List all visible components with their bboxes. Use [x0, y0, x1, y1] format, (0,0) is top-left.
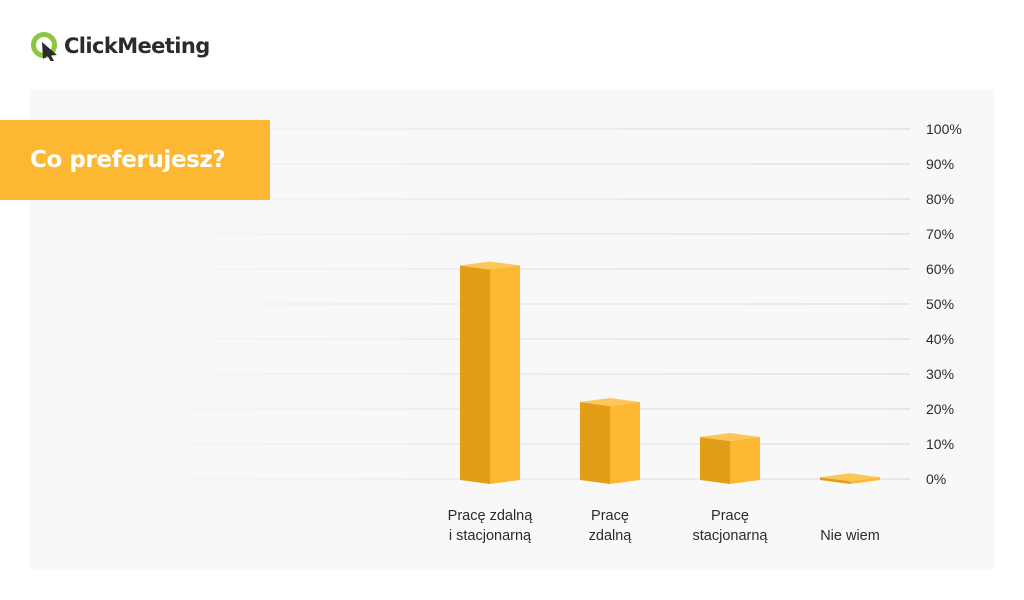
chart-title: Co preferujesz? — [30, 147, 226, 173]
bar — [850, 477, 880, 484]
y-tick-label: 40% — [926, 331, 954, 347]
x-tick-label: Pracę zdalną — [589, 508, 633, 544]
clickmeeting-logo[interactable]: ClickMeeting — [30, 30, 210, 62]
x-tick-label: Pracę stacjonarną — [693, 508, 769, 544]
bar-top — [820, 473, 880, 482]
x-tick-label: Pracę zdalną i stacjonarną — [448, 508, 534, 544]
gridline — [95, 233, 910, 235]
y-tick-label: 30% — [926, 366, 954, 382]
bar — [460, 265, 490, 484]
gridline — [95, 128, 910, 130]
clickmeeting-logo-icon — [31, 32, 57, 61]
y-tick-label: 100% — [926, 121, 962, 137]
y-tick-label: 60% — [926, 261, 954, 277]
bar-top — [580, 398, 640, 406]
bar — [580, 402, 610, 484]
y-tick-label: 20% — [926, 401, 954, 417]
y-tick-label: 90% — [926, 156, 954, 172]
title-banner: Co preferujesz? — [0, 120, 270, 200]
y-tick-label: 50% — [926, 296, 954, 312]
y-tick-label: 80% — [926, 191, 954, 207]
y-tick-label: 70% — [926, 226, 954, 242]
bar — [610, 402, 640, 484]
y-tick-label: 0% — [926, 471, 946, 487]
bar — [490, 265, 520, 484]
bar-top — [460, 261, 520, 270]
gridline — [95, 163, 910, 165]
bar — [820, 477, 850, 484]
y-tick-label: 10% — [926, 436, 954, 452]
bar — [700, 437, 730, 484]
gridline — [95, 198, 910, 200]
bar — [730, 437, 760, 484]
brand-name: ClickMeeting — [64, 34, 210, 58]
x-tick-label: Nie wiem — [820, 528, 880, 544]
bar-top — [700, 433, 760, 441]
